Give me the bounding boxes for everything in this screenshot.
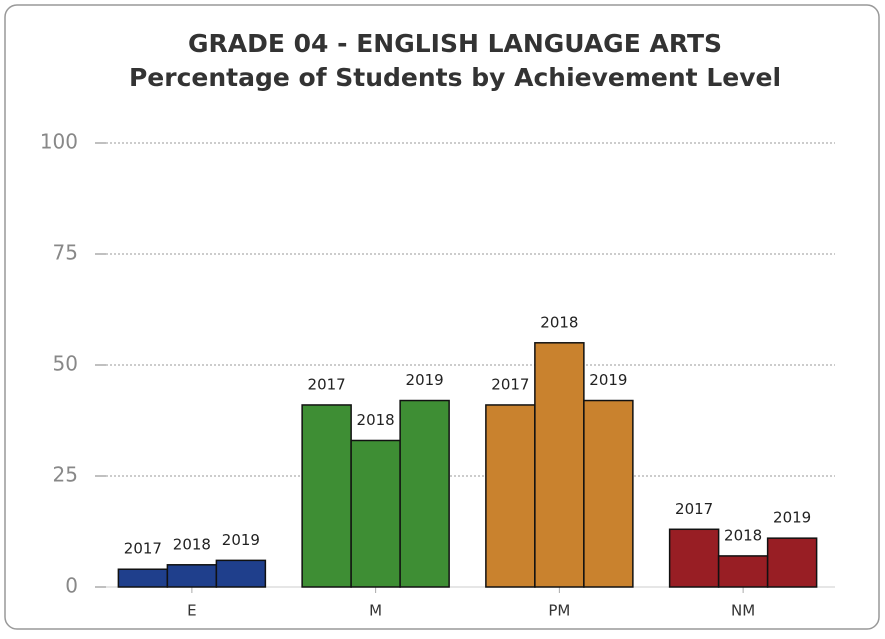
bar [668,528,720,588]
bar [485,404,536,588]
y-tick-label: 100 [40,130,78,154]
x-tick-label: M [369,602,382,620]
bar-label: 2018 [357,411,395,429]
bar-label: 2019 [222,531,260,549]
x-tick-label: PM [548,602,570,620]
y-tick-label: 0 [65,574,78,598]
x-tick-label: E [187,602,196,620]
bar [166,564,218,588]
bar-label: 2017 [308,375,346,393]
bar-label: 2017 [675,500,713,518]
bar-label: 2019 [589,371,627,389]
bar-label: 2017 [124,540,162,558]
y-tick-label: 50 [53,352,78,376]
bar-label: 2018 [724,526,762,544]
bar [717,555,769,588]
y-tick-label: 25 [53,463,78,487]
bar [534,342,585,588]
bar-label: 2018 [173,535,211,553]
bar [583,399,634,588]
bar-label: 2018 [540,313,578,331]
bar [399,399,450,588]
bar-label: 2019 [773,509,811,527]
x-tick-label: NM [731,602,755,620]
chart-title: GRADE 04 - ENGLISH LANGUAGE ARTS [188,29,722,58]
bar [350,439,401,588]
bar [117,568,169,588]
bar [766,537,818,588]
card [4,4,880,630]
y-tick-label: 75 [53,241,78,265]
chart-subtitle: Percentage of Students by Achievement Le… [129,63,781,92]
bar-label: 2017 [491,375,529,393]
bar-label: 2019 [406,371,444,389]
bar [301,404,352,588]
bar [215,559,267,588]
